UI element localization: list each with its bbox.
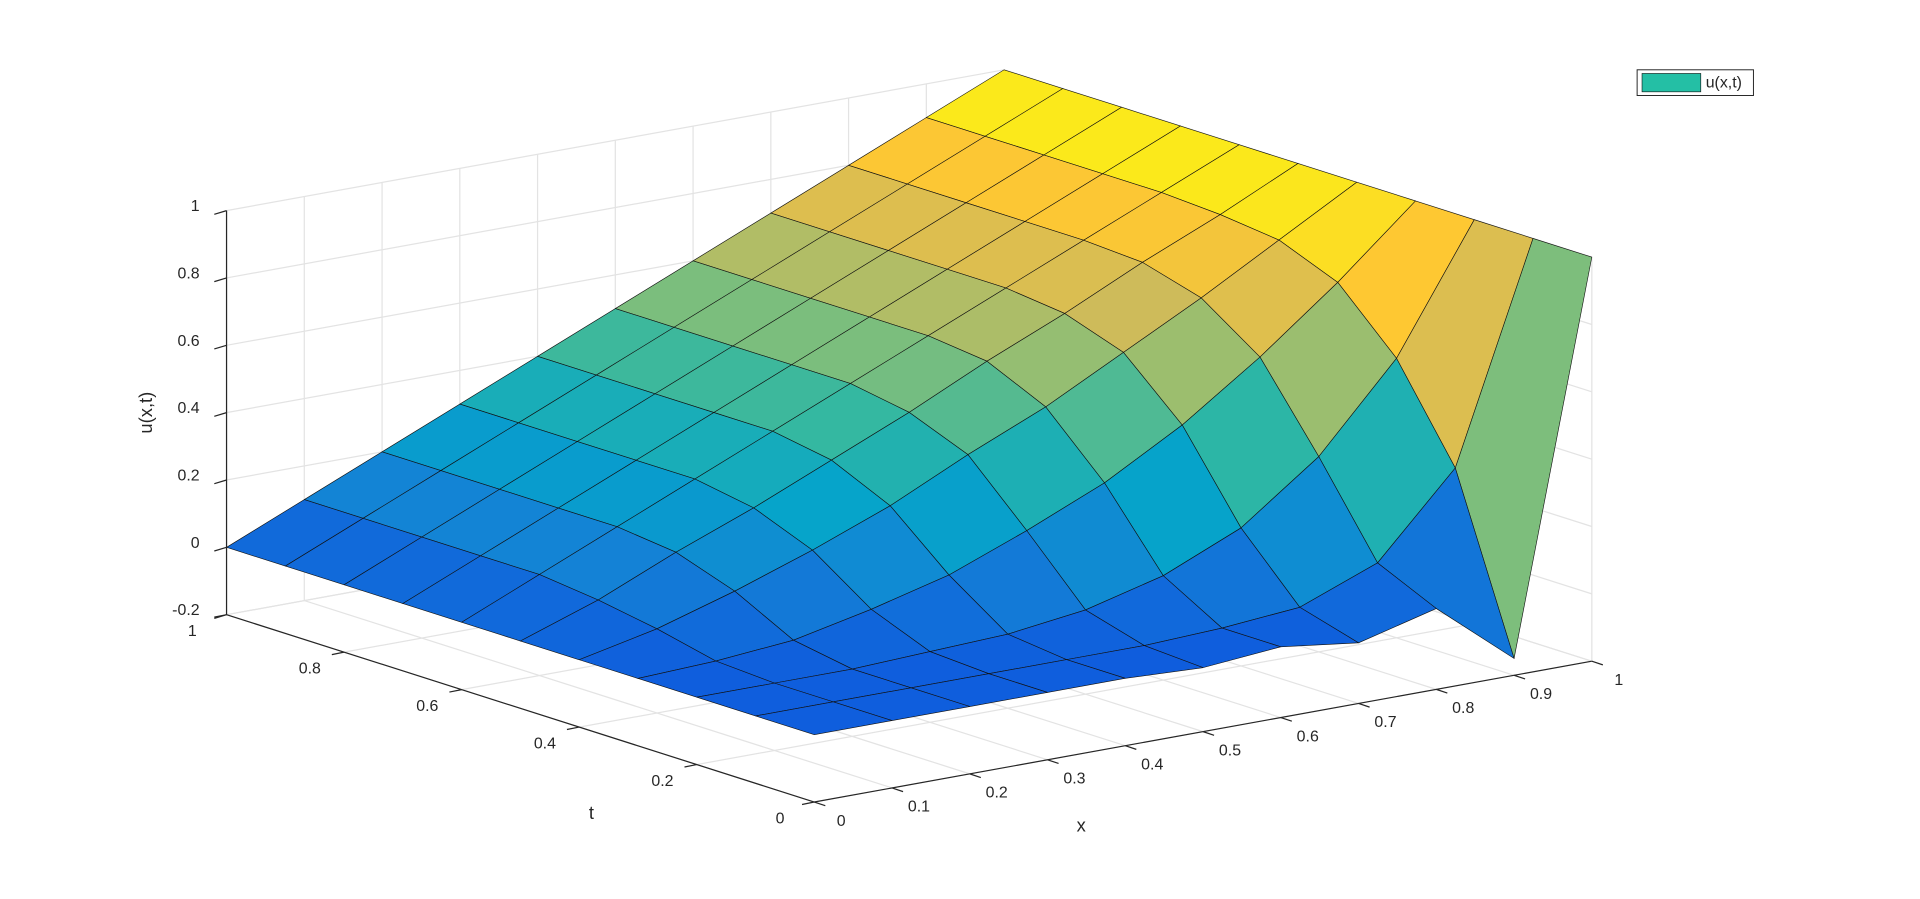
z-tick <box>214 277 227 283</box>
x-tick <box>1358 702 1370 708</box>
x-tick-label: 0.4 <box>1141 756 1163 773</box>
t-tick-label: 0.8 <box>299 660 321 677</box>
x-tick <box>814 801 826 807</box>
z-tick-label: 0 <box>191 535 200 552</box>
x-tick <box>1125 745 1137 750</box>
grid-line <box>226 69 1005 212</box>
x-tick <box>891 787 904 793</box>
surface <box>225 69 1593 735</box>
z-tick-label: 0.4 <box>177 400 199 417</box>
t-tick-label: 0.6 <box>416 698 438 715</box>
t-tick-label: 0.4 <box>534 735 556 752</box>
x-tick-label: 0.2 <box>986 785 1008 802</box>
x-tick <box>969 773 982 779</box>
t-tick <box>566 726 580 731</box>
t-tick-label: 1 <box>188 623 197 640</box>
surface-patch <box>755 701 893 735</box>
z-axis-label: u(x,t) <box>135 392 156 434</box>
z-tick <box>214 210 227 215</box>
x-tick <box>1436 688 1448 694</box>
legend: u(x,t) <box>1636 69 1754 96</box>
t-tick-label: 0.2 <box>651 773 673 790</box>
t-tick-label: 0 <box>776 810 785 827</box>
x-tick-label: 0.1 <box>908 799 930 816</box>
x-tick-label: 0.9 <box>1530 686 1552 703</box>
t-axis-label: t <box>589 802 594 823</box>
z-tick-label: 0.6 <box>177 333 199 350</box>
legend-swatch <box>1641 73 1702 93</box>
x-axis-label: x <box>1077 814 1086 835</box>
z-tick-label: 0.8 <box>177 265 199 282</box>
x-tick-label: 0.7 <box>1374 714 1396 731</box>
t-tick <box>331 651 345 656</box>
t-axis-line <box>226 614 815 803</box>
legend-label: u(x,t) <box>1706 74 1742 91</box>
z-tick-label: 1 <box>191 198 200 215</box>
x-tick-label: 1 <box>1614 672 1623 689</box>
x-tick-label: 0.5 <box>1219 742 1241 759</box>
z-tick <box>214 479 227 485</box>
x-tick-label: 0.3 <box>1063 771 1085 788</box>
x-tick-label: 0 <box>837 813 846 830</box>
z-tick-label: 0.2 <box>177 468 199 485</box>
x-tick-label: 0.6 <box>1297 728 1319 745</box>
z-tick <box>214 412 227 417</box>
t-tick <box>449 689 462 693</box>
x-tick <box>1047 759 1059 765</box>
z-tick <box>214 614 227 619</box>
x-tick <box>1280 716 1293 722</box>
x-tick <box>1202 731 1215 736</box>
x-tick <box>1591 660 1604 666</box>
t-tick <box>684 763 697 768</box>
z-tick <box>214 344 227 350</box>
axes-layer: 0 0.1 0.2 0.3 0.4 0.5 0.6 0.7 0.8 0.9 1 0 0.2 0.4 0.6 0… <box>172 198 1623 830</box>
z-tick-label: -0.2 <box>172 602 200 619</box>
x-tick <box>1513 674 1526 680</box>
x-tick-label: 0.8 <box>1452 700 1474 717</box>
t-tick <box>801 801 815 806</box>
grid-line <box>696 623 1475 766</box>
grid-line <box>304 600 893 789</box>
z-tick <box>214 546 227 552</box>
x-axis-line <box>814 660 1592 803</box>
